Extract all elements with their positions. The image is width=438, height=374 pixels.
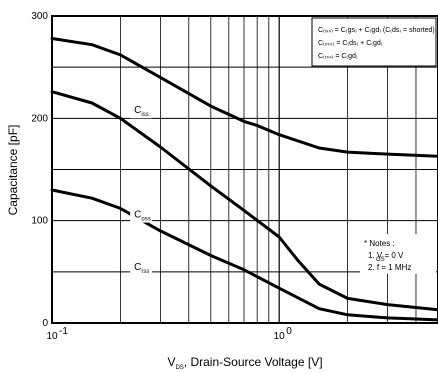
curves — [50, 37, 438, 322]
series-label-bg — [130, 207, 153, 223]
x-tick-label: 10 — [46, 331, 58, 342]
x-tick-label: 10 — [274, 331, 286, 342]
series-label-bg — [130, 259, 153, 275]
legend-line-3: C₍ᵣₛₛ₎ = C₍gd₎ — [318, 53, 358, 60]
series-line-oss — [50, 90, 438, 312]
series-label-main: C — [134, 105, 141, 116]
series-label-rss: Crss — [134, 262, 149, 275]
series-label-oss: Coss — [134, 210, 151, 223]
notes-line-1-sub: GS — [376, 257, 385, 263]
x-axis-title-main: V — [167, 355, 175, 369]
y-tick-label: 100 — [31, 216, 48, 227]
legend-line-1: C₍ᵢₛₛ₎ = C₍gs₎ + C₍gd₎ (C₍ds₎ = shorted) — [318, 27, 435, 34]
series-label-main: C — [134, 262, 141, 273]
series-label-sub: oss — [141, 217, 150, 223]
y-tick-label: 0 — [42, 318, 48, 329]
plot-frame — [51, 15, 438, 324]
x-axis-title-rest: , Drain-Source Voltage [V] — [184, 355, 323, 369]
notes-line-1: 1. V = 0 V — [368, 251, 404, 260]
notes-box: * Notes : 1. V = 0 V GS 2. f = 1 MHz — [360, 234, 436, 274]
y-tick-label: 300 — [31, 11, 48, 22]
x-tick-exponent: -1 — [59, 326, 68, 337]
series-line-rss — [50, 188, 438, 322]
x-axis-title: VDS, Drain-Source Voltage [V] — [167, 355, 322, 371]
series-label-iss: Ciss — [134, 105, 149, 118]
y-tick-labels: 0 100 200 300 — [31, 11, 48, 329]
notes-line-2: 2. f = 1 MHz — [368, 263, 411, 272]
x-tick-labels: 10-1100101 — [46, 326, 292, 342]
x-axis-title-sub: DS — [175, 365, 183, 371]
series-label-sub: iss — [141, 112, 148, 118]
series-label-main: C — [134, 210, 141, 221]
y-tick-label: 200 — [31, 113, 48, 124]
notes-title: * Notes : — [364, 239, 395, 248]
series-label-bg — [130, 103, 153, 119]
x-tick-exponent: 0 — [286, 326, 292, 337]
series-label-sub: rss — [141, 269, 149, 275]
legend-line-2: C₍ₒₛₛ₎ = C₍ds₎ + C₍gd₎ — [318, 40, 383, 47]
series-line-iss — [50, 37, 438, 158]
y-axis-title: Capacitance [pF] — [6, 125, 20, 216]
legend-box: C₍ᵢₛₛ₎ = C₍gs₎ + C₍gd₎ (C₍ds₎ = shorted)… — [311, 17, 437, 67]
